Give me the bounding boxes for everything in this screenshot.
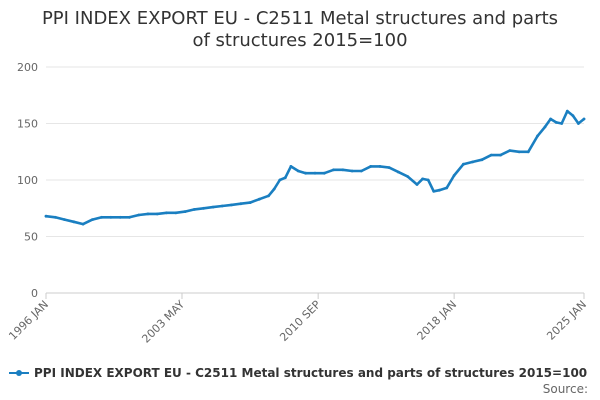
gridlines (46, 66, 584, 294)
data-point (445, 186, 449, 190)
chart-title-line-1: PPI INDEX EXPORT EU - C2511 Metal struct… (41, 8, 559, 29)
data-point (44, 214, 48, 218)
axes: 0 50 100 150 200 1996 JAN 2003 MAY 2010 SEP 2018… (6, 61, 589, 346)
data-point (489, 153, 493, 157)
chart-title-line-2: of structures 2015=100 (192, 30, 408, 51)
data-point (360, 169, 363, 173)
data-point (499, 153, 502, 157)
data-point (193, 208, 196, 211)
data-point (267, 194, 270, 198)
legend[interactable]: PPI INDEX EXPORT EU - C2511 Metal struct… (8, 364, 587, 382)
data-point (341, 168, 345, 172)
data-point (81, 222, 85, 226)
data-point (91, 218, 94, 222)
data-point (278, 178, 282, 182)
data-point (109, 215, 113, 219)
data-point (53, 215, 57, 219)
y-tick-label: 100 (17, 174, 38, 187)
y-tick-label: 200 (17, 61, 38, 74)
data-point (165, 211, 169, 215)
x-tick-label: 2025 JAN (544, 298, 589, 343)
data-point (406, 175, 410, 179)
data-point (582, 117, 586, 121)
data-point (211, 205, 215, 209)
data-point (378, 165, 382, 168)
data-point (536, 134, 539, 138)
data-point (549, 117, 552, 121)
data-point (248, 201, 252, 205)
data-point (432, 189, 436, 193)
y-tick-label: 150 (17, 118, 38, 131)
data-point (350, 169, 354, 173)
data-point (471, 160, 475, 164)
data-point (560, 122, 564, 125)
x-tick-label: 2003 MAY (139, 298, 187, 346)
legend-marker-icon (9, 370, 29, 376)
series-line (44, 109, 586, 226)
x-tick-label: 2018 JAN (415, 298, 460, 343)
data-point (146, 212, 150, 216)
data-point (72, 220, 76, 224)
data-point (230, 203, 233, 207)
data-point (239, 202, 243, 206)
x-tick-label: 2010 SEP (277, 298, 323, 344)
data-point (289, 165, 293, 168)
data-point (128, 215, 131, 219)
data-point (118, 215, 122, 219)
data-point (452, 174, 456, 177)
data-point (565, 109, 569, 113)
data-point (174, 211, 178, 215)
data-point (387, 166, 391, 170)
data-point (577, 122, 580, 125)
data-point (426, 178, 430, 182)
data-point (100, 215, 104, 219)
series-layer (44, 109, 586, 226)
data-point (415, 183, 419, 186)
data-point (304, 171, 308, 175)
data-point (526, 150, 530, 154)
data-point (63, 218, 66, 222)
y-tick-label: 50 (24, 231, 38, 244)
chart-title: PPI INDEX EXPORT EU - C2511 Metal struct… (0, 8, 600, 52)
data-point (272, 187, 276, 191)
data-point (332, 168, 335, 172)
data-point (508, 149, 512, 153)
data-point (137, 213, 141, 217)
data-point (322, 171, 326, 175)
data-point (155, 212, 159, 216)
data-point (421, 177, 424, 181)
data-point (397, 170, 400, 174)
data-point (571, 114, 575, 117)
data-point (313, 171, 317, 175)
data-point (437, 188, 441, 192)
data-point (202, 206, 206, 210)
data-point (220, 204, 224, 208)
y-tick-label: 0 (31, 287, 38, 300)
data-point (517, 150, 521, 154)
data-point (543, 125, 547, 129)
data-point (369, 165, 373, 168)
data-point (183, 210, 187, 214)
legend-label: PPI INDEX EXPORT EU - C2511 Metal struct… (34, 366, 588, 380)
source-label: Source: (542, 382, 588, 396)
data-point (257, 197, 261, 201)
data-point (554, 121, 558, 124)
data-point (480, 158, 484, 162)
data-point (296, 169, 300, 173)
data-point (283, 176, 287, 180)
data-point (462, 162, 465, 166)
x-tick-label: 1996 JAN (6, 298, 51, 343)
